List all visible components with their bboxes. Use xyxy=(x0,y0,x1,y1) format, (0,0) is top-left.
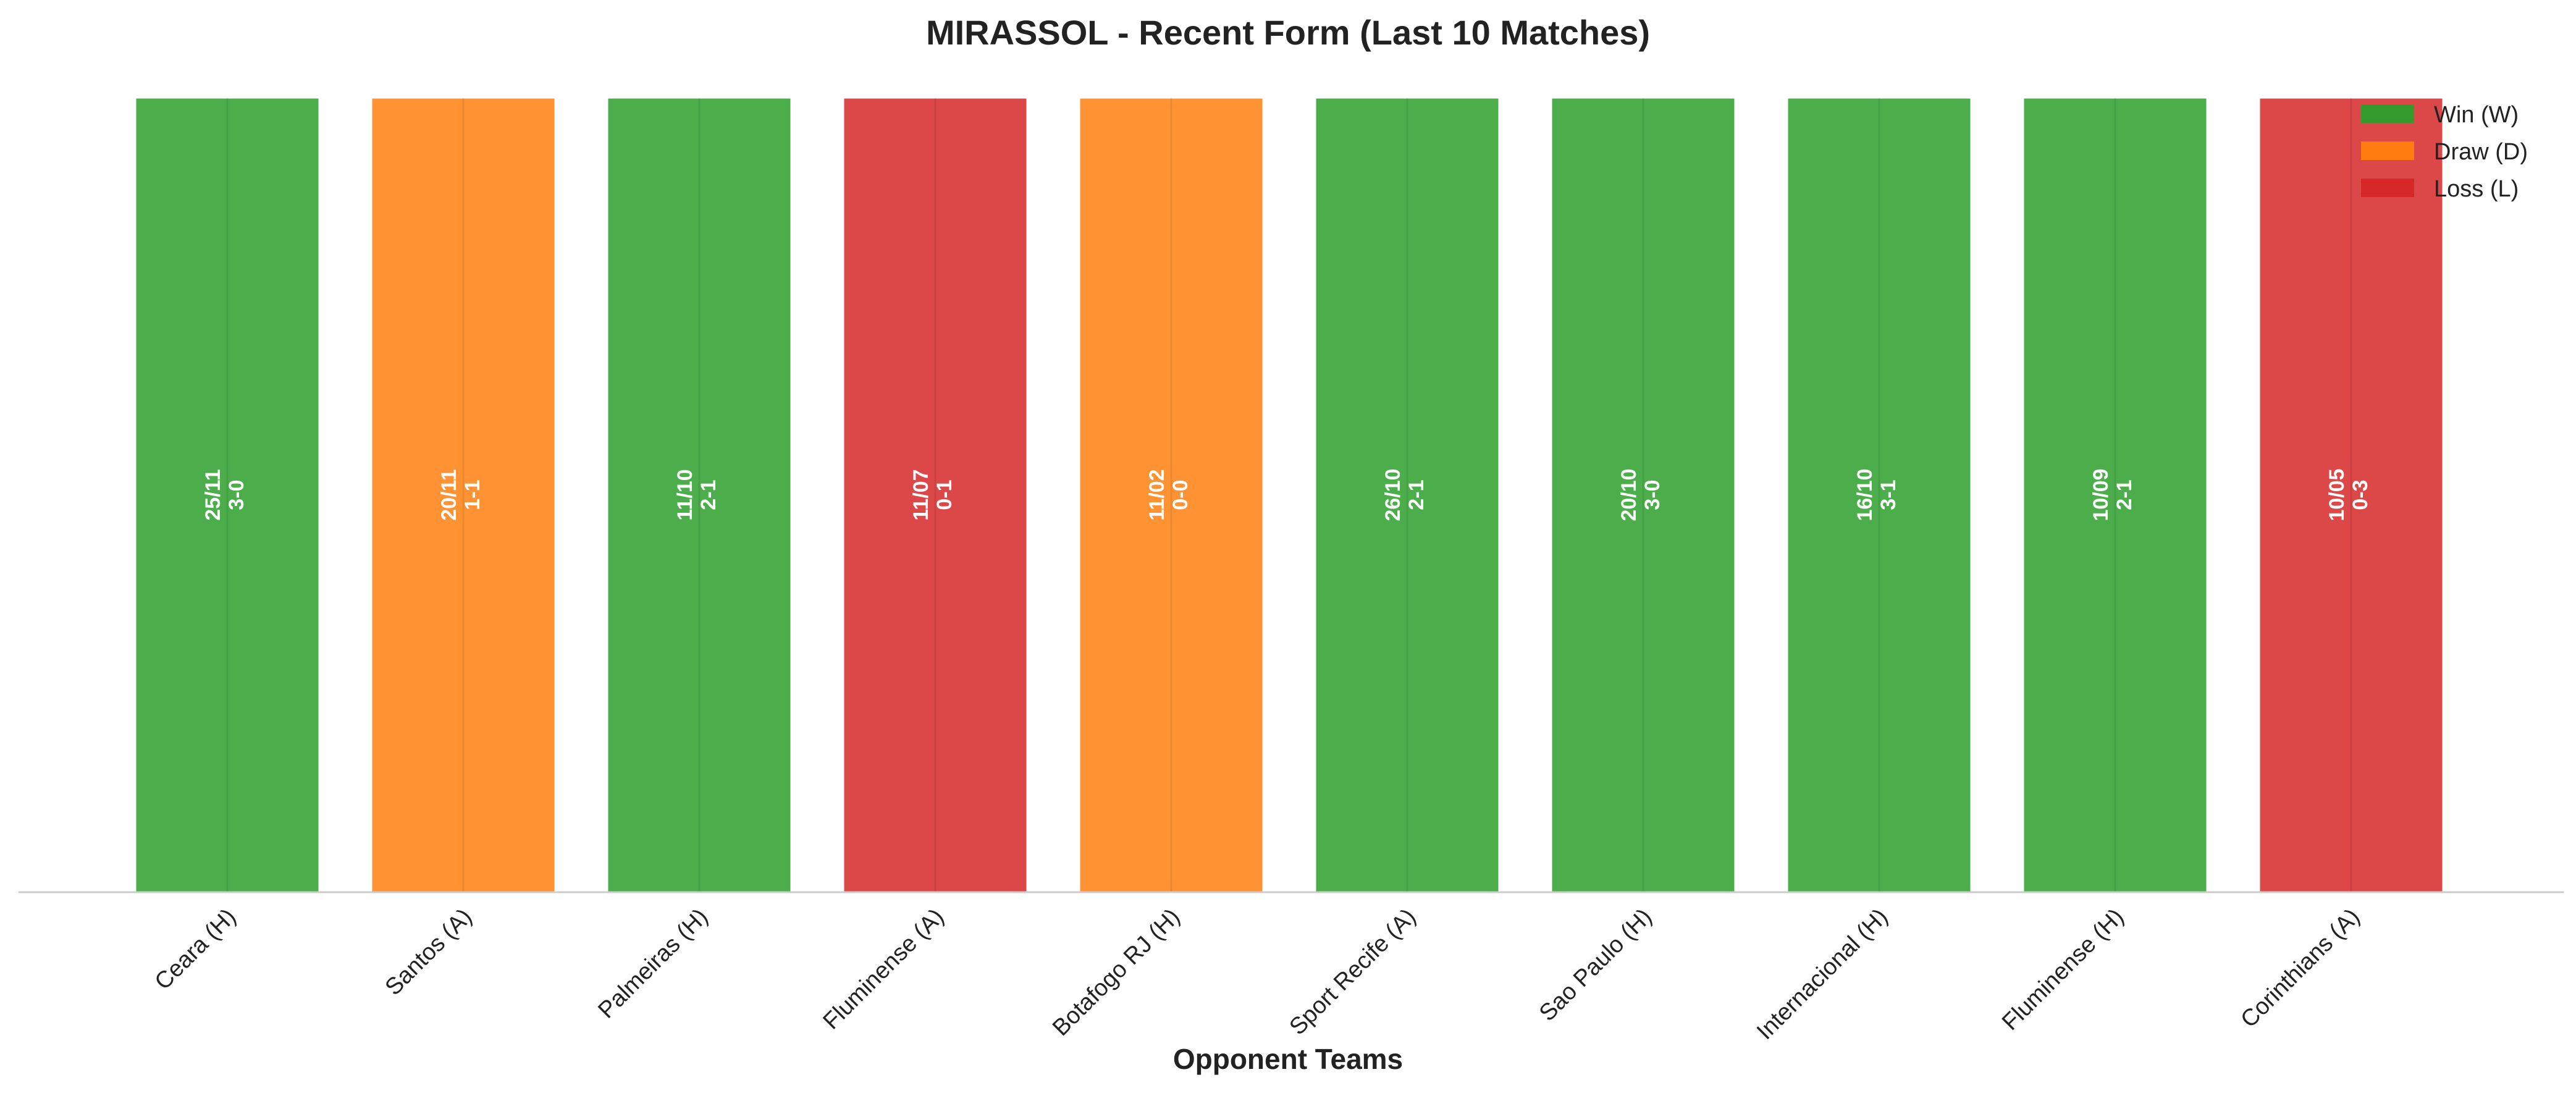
legend-label-d: Draw (D) xyxy=(2434,139,2528,165)
bar-label: 10/092-1 xyxy=(2089,468,2136,521)
bar-label: 11/070-1 xyxy=(909,469,956,520)
bar-label-date: 16/10 xyxy=(1853,468,1877,521)
bar-botafogo-rj-h xyxy=(1078,96,1265,893)
bar-label: 25/113-0 xyxy=(201,469,248,520)
bar-label-score: 0-0 xyxy=(1169,479,1192,510)
x-tick-label: Santos (A) xyxy=(381,904,478,1001)
x-tick-label: Fluminense (A) xyxy=(818,904,949,1035)
x-axis-label: Opponent Teams xyxy=(1173,1043,1403,1075)
x-tick-label: Corinthians (A) xyxy=(2236,904,2365,1033)
bar-santos-a xyxy=(370,96,557,893)
legend-label-w: Win (W) xyxy=(2434,102,2519,128)
legend-swatch-l xyxy=(2361,179,2414,197)
bar-fluminense-a xyxy=(842,96,1029,893)
legend-label-l: Loss (L) xyxy=(2434,176,2519,202)
bar-label-score: 3-0 xyxy=(1641,479,1664,510)
bar-label-date: 25/11 xyxy=(201,469,225,520)
bar-label-score: 2-1 xyxy=(2113,479,2136,510)
legend: Win (W) Draw (D) Loss (L) xyxy=(2361,102,2528,202)
bar-palmeiras-h xyxy=(606,96,793,893)
bar-label-date: 11/10 xyxy=(673,469,697,520)
bar-label-score: 0-1 xyxy=(933,479,956,510)
legend-swatch-w xyxy=(2361,104,2414,123)
bar-label-score: 2-1 xyxy=(697,479,720,510)
x-tick-labels: Ceara (H) Santos (A) Palmeiras (H) Fluminen… xyxy=(150,904,2365,1045)
chart-title: MIRASSOL - Recent Form (Last 10 Matches) xyxy=(926,13,1650,52)
bar-label-score: 3-0 xyxy=(225,479,248,510)
x-tick-label: Palmeiras (H) xyxy=(593,904,713,1024)
bar-label: 20/103-0 xyxy=(1617,468,1664,521)
bar-label-date: 26/10 xyxy=(1381,468,1405,521)
bar-label-score: 2-1 xyxy=(1405,479,1428,510)
bar-sport-recife-a xyxy=(1314,96,1501,893)
bar-label: 11/020-0 xyxy=(1145,469,1192,520)
x-tick-label: Ceara (H) xyxy=(150,904,242,995)
bar-label-date: 20/10 xyxy=(1617,468,1641,521)
x-tick-label: Sport Recife (A) xyxy=(1285,904,1421,1040)
bar-label: 10/050-3 xyxy=(2325,468,2372,521)
bar-label-score: 1-1 xyxy=(461,479,484,510)
bar-label: 26/102-1 xyxy=(1381,468,1428,521)
bar-label-score: 3-1 xyxy=(1877,479,1900,510)
x-tick-label: Fluminense (H) xyxy=(1997,904,2129,1036)
bar-label-date: 10/09 xyxy=(2089,468,2113,521)
legend-swatch-d xyxy=(2361,141,2414,160)
x-tick-label: Internacional (H) xyxy=(1752,904,1893,1045)
bar-label-date: 20/11 xyxy=(437,469,461,520)
bars-layer: 25/113-0 20/111-1 11/102-1 11/070-1 11/020-0… xyxy=(134,96,2444,893)
bar-ceara-h xyxy=(134,96,321,893)
bar-label: 20/111-1 xyxy=(437,469,484,520)
x-tick-label: Sao Paulo (H) xyxy=(1534,904,1657,1026)
bar-label: 11/102-1 xyxy=(673,469,720,520)
bar-label-date: 11/07 xyxy=(909,469,933,520)
bar-corinthians-a xyxy=(2258,96,2444,893)
bar-label: 16/103-1 xyxy=(1853,468,1900,521)
bar-label-date: 10/05 xyxy=(2325,468,2349,521)
x-tick-label: Botafogo RJ (H) xyxy=(1048,904,1185,1041)
bar-label-score: 0-3 xyxy=(2349,479,2372,510)
bar-sao-paulo-h xyxy=(1550,96,1736,893)
bar-label-date: 11/02 xyxy=(1145,469,1169,520)
